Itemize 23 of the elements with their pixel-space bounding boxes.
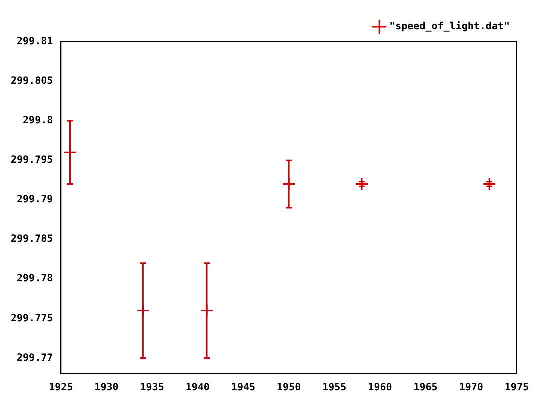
y-tick-label: 299.78 bbox=[17, 274, 54, 285]
x-tick-label: 1975 bbox=[504, 382, 530, 394]
y-tick-label: 299.77 bbox=[17, 352, 54, 364]
point bbox=[355, 178, 369, 192]
x-tick-label: 1935 bbox=[140, 382, 164, 394]
x-tick-label: 1930 bbox=[94, 382, 119, 394]
x-tick-label: 1970 bbox=[459, 382, 484, 394]
y-tick-label: 299.805 bbox=[10, 76, 54, 88]
x-tick-label: 1955 bbox=[322, 382, 347, 394]
x-tick-label: 1945 bbox=[231, 382, 256, 394]
legend-label: "speed_of_light.dat" bbox=[390, 20, 510, 33]
y-tick-label: 299.8 bbox=[23, 116, 54, 127]
y-tick-label: 299.795 bbox=[10, 155, 54, 166]
point bbox=[482, 178, 496, 192]
y-tick-label: 299.785 bbox=[10, 234, 54, 246]
x-tick-label: 1925 bbox=[49, 382, 74, 394]
x-tick-label: 1940 bbox=[186, 382, 210, 394]
y-tick-label: 299.81 bbox=[17, 36, 54, 48]
y-tick-label: 299.775 bbox=[10, 313, 54, 324]
y-tick-label: 299.79 bbox=[17, 194, 54, 206]
x-tick-label: 1965 bbox=[414, 382, 438, 394]
x-tick-label: 1950 bbox=[277, 382, 302, 394]
x-tick-label: 1960 bbox=[368, 382, 392, 394]
